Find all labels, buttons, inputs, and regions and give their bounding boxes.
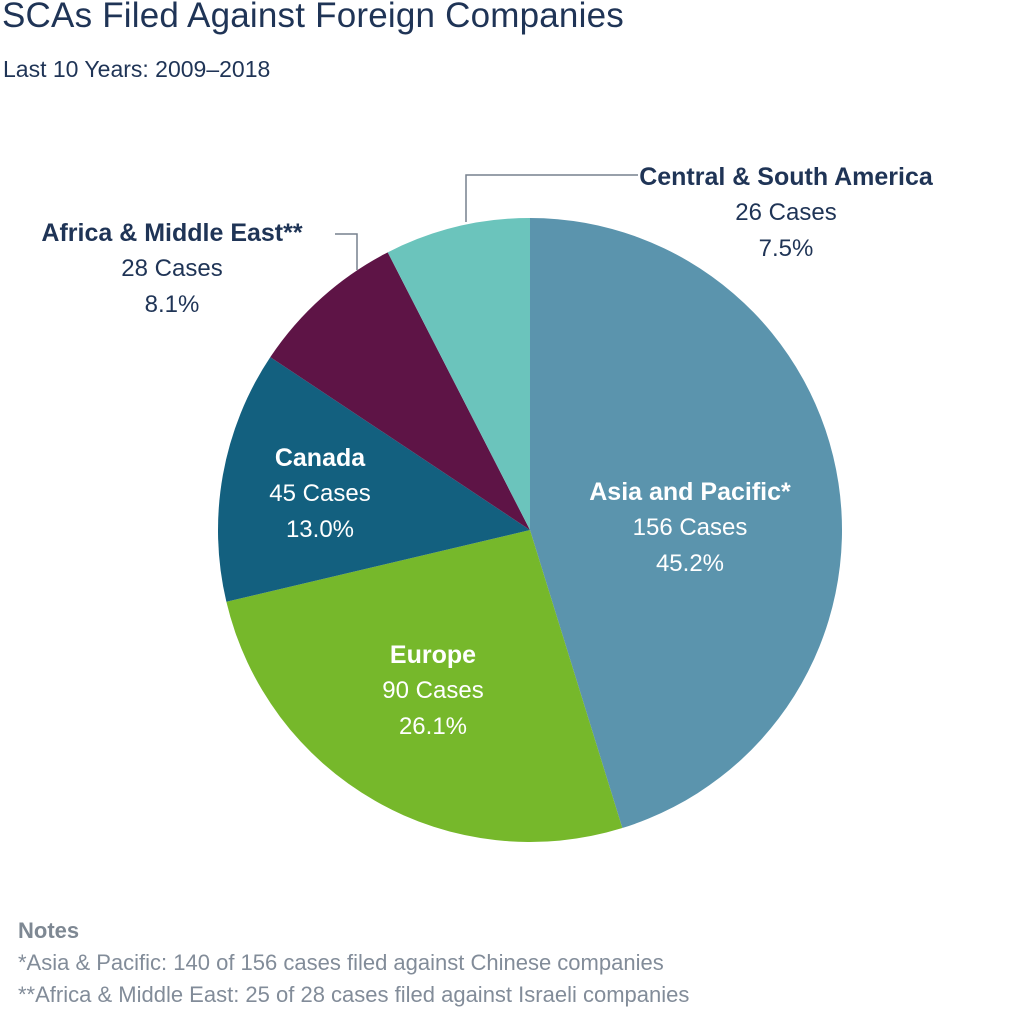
slice-cases: 28 Cases xyxy=(121,255,223,282)
slice-name: Canada xyxy=(274,444,366,472)
chart-subtitle: Last 10 Years: 2009–2018 xyxy=(3,56,271,82)
slice-cases: 26 Cases xyxy=(735,199,837,226)
pie-slice-canada xyxy=(217,357,531,602)
pie-slices xyxy=(217,218,843,843)
slice-cases: 90 Cases xyxy=(382,677,484,704)
leader-line-central-south-america xyxy=(465,174,638,222)
pie-slice-europe xyxy=(226,530,623,843)
slice-percent: 13.0% xyxy=(285,516,355,543)
note-line-africa: **Africa & Middle East: 25 of 28 cases f… xyxy=(18,982,690,1007)
slice-label-asia-and-pacific: Asia and Pacific* 156 Cases 45.2% xyxy=(589,474,790,582)
note-line-asia: *Asia & Pacific: 140 of 156 cases filed … xyxy=(18,950,664,975)
slice-label-canada: Canada 45 Cases 13.0% xyxy=(269,440,370,548)
slice-cases: 45 Cases xyxy=(269,480,371,507)
slice-name: Africa & Middle East** xyxy=(41,219,303,247)
pie-slice-asia-and-pacific xyxy=(530,218,843,829)
slice-label-africa-middle-east: Africa & Middle East** 28 Cases 8.1% xyxy=(41,215,302,323)
slice-percent: 7.5% xyxy=(758,235,814,262)
chart-title: SCAs Filed Against Foreign Companies xyxy=(2,0,624,35)
slice-percent: 8.1% xyxy=(144,291,200,318)
notes-heading: Notes xyxy=(18,918,80,943)
slice-name: Asia and Pacific* xyxy=(589,478,791,506)
slice-name: Central & South America xyxy=(639,163,933,191)
notes-section: Notes *Asia & Pacific: 140 of 156 cases … xyxy=(18,915,689,1011)
slice-cases: 156 Cases xyxy=(632,514,748,541)
slice-label-europe: Europe 90 Cases 26.1% xyxy=(382,637,483,745)
slice-percent: 45.2% xyxy=(655,550,725,577)
pie-slice-central-south-america xyxy=(387,218,530,530)
slice-percent: 26.1% xyxy=(398,713,468,740)
slice-name: Europe xyxy=(389,641,477,669)
pie-slice-africa-middle-east xyxy=(270,252,530,530)
leader-line-africa-middle-east xyxy=(335,233,358,270)
slice-label-central-south-america: Central & South America 26 Cases 7.5% xyxy=(639,159,933,267)
